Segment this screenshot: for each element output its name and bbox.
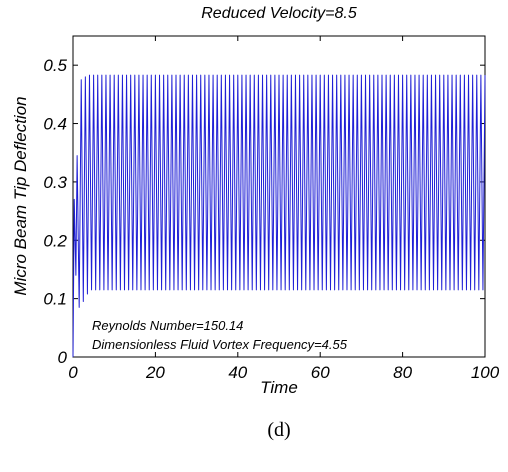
y-tick-label: 0.3 [43,173,67,192]
x-tick-label: 100 [471,363,500,382]
y-axis-label: Micro Beam Tip Deflection [11,96,30,295]
figure-caption: (d) [267,419,290,441]
x-tick-label: 0 [68,363,78,382]
annotation-reynolds: Reynolds Number=150.14 [92,318,243,333]
x-tick-label: 20 [145,363,165,382]
x-tick-label: 80 [393,363,412,382]
y-tick-label: 0.5 [43,56,67,75]
y-tick-label: 0.1 [43,290,67,309]
x-axis-label: Time [260,378,298,397]
y-tick-label: 0.2 [43,231,67,250]
x-tick-label: 60 [311,363,330,382]
annotation-frequency: Dimensionless Fluid Vortex Frequency=4.5… [92,337,348,352]
x-tick-label: 40 [228,363,247,382]
y-tick-label: 0.4 [43,115,67,134]
chart-title: Reduced Velocity=8.5 [201,5,357,22]
y-tick-label: 0 [58,348,68,367]
